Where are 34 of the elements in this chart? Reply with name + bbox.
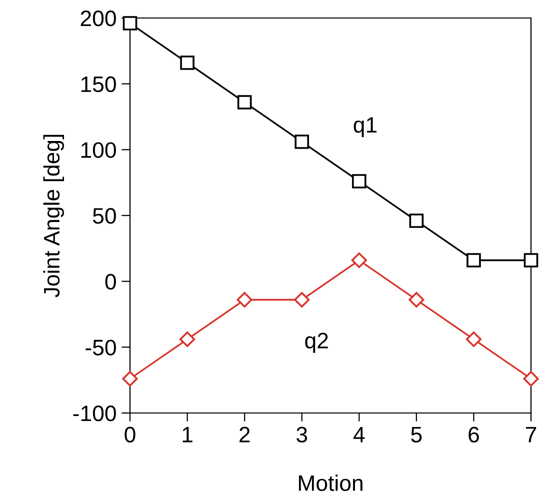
y-tick-label: 50 xyxy=(92,208,116,224)
point xyxy=(237,95,252,110)
x-tick-label: 0 xyxy=(124,426,136,443)
point xyxy=(351,252,367,268)
y-tick-label: -50 xyxy=(86,340,116,356)
point xyxy=(524,253,538,268)
y-tick-label: 200 xyxy=(80,10,116,26)
x-tick-label: 4 xyxy=(353,427,365,442)
x-tick-label: 2 xyxy=(240,426,250,442)
x-axis-title: Motion xyxy=(298,474,362,492)
y-tick-label: -100 xyxy=(73,406,116,422)
point xyxy=(180,331,196,348)
point xyxy=(122,370,138,387)
series-label: q2 xyxy=(305,332,328,353)
y-tick-label: 0 xyxy=(105,274,116,290)
y-tick-label: 100 xyxy=(81,142,116,158)
point xyxy=(352,174,366,188)
x-tick-label: 5 xyxy=(411,427,422,443)
x-tick-label: 3 xyxy=(296,426,308,443)
x-tick-label: 1 xyxy=(182,427,192,442)
point xyxy=(466,331,482,348)
y-axis-title: Joint Angle [deg] xyxy=(43,134,64,298)
point xyxy=(294,134,310,149)
x-tick-label: 6 xyxy=(468,426,479,443)
point xyxy=(236,292,252,308)
point xyxy=(523,370,539,387)
point xyxy=(408,292,424,308)
point xyxy=(466,253,481,268)
x-tick-label: 7 xyxy=(526,427,536,442)
point xyxy=(180,56,194,70)
point xyxy=(409,214,424,228)
series-label: q1 xyxy=(354,117,376,138)
point xyxy=(294,292,310,308)
y-tick-label: 150 xyxy=(81,76,116,92)
